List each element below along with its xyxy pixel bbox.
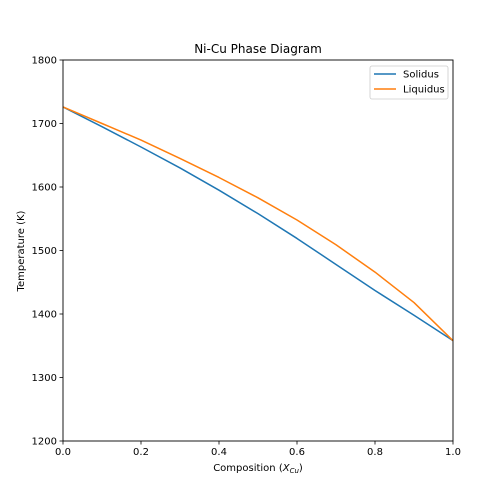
x-axis-label-tail: )	[299, 463, 303, 474]
x-tick-label: 0.6	[289, 447, 305, 458]
x-axis-label-main: Composition (	[213, 463, 283, 474]
series-line-liquidus	[62, 106, 454, 342]
series-line-solidus	[62, 106, 454, 342]
x-tick-label: 1.0	[445, 447, 461, 458]
x-axis: 0.0 0.2 0.4 0.6 0.8 1.0	[55, 441, 461, 458]
legend-label-liquidus: Liquidus	[403, 85, 445, 96]
x-tick-label: 0.8	[367, 447, 383, 458]
x-tick-label: 0.4	[211, 447, 227, 458]
series-layer	[62, 106, 454, 342]
x-axis-label-sub: Cu	[290, 467, 300, 475]
y-tick-label: 1400	[32, 310, 57, 321]
y-tick-label: 1200	[32, 437, 57, 448]
y-tick-label: 1500	[32, 246, 57, 257]
y-tick-label: 1800	[32, 56, 57, 67]
x-axis-label-math: X	[282, 463, 291, 474]
y-tick-label: 1600	[32, 183, 57, 194]
x-axis-label: Composition (XCu)	[213, 463, 303, 475]
y-axis-label: Temperature (K)	[16, 210, 27, 292]
x-tick-label: 0.0	[55, 447, 71, 458]
y-tick-label: 1700	[32, 119, 57, 130]
y-tick-label: 1300	[32, 373, 57, 384]
x-tick-label: 0.2	[133, 447, 149, 458]
y-axis: 1200 1300 1400 1500 1600 1700 1800	[32, 56, 63, 448]
legend: Solidus Liquidus	[369, 65, 449, 100]
chart-title: Ni-Cu Phase Diagram	[194, 42, 322, 56]
legend-label-solidus: Solidus	[403, 70, 439, 81]
